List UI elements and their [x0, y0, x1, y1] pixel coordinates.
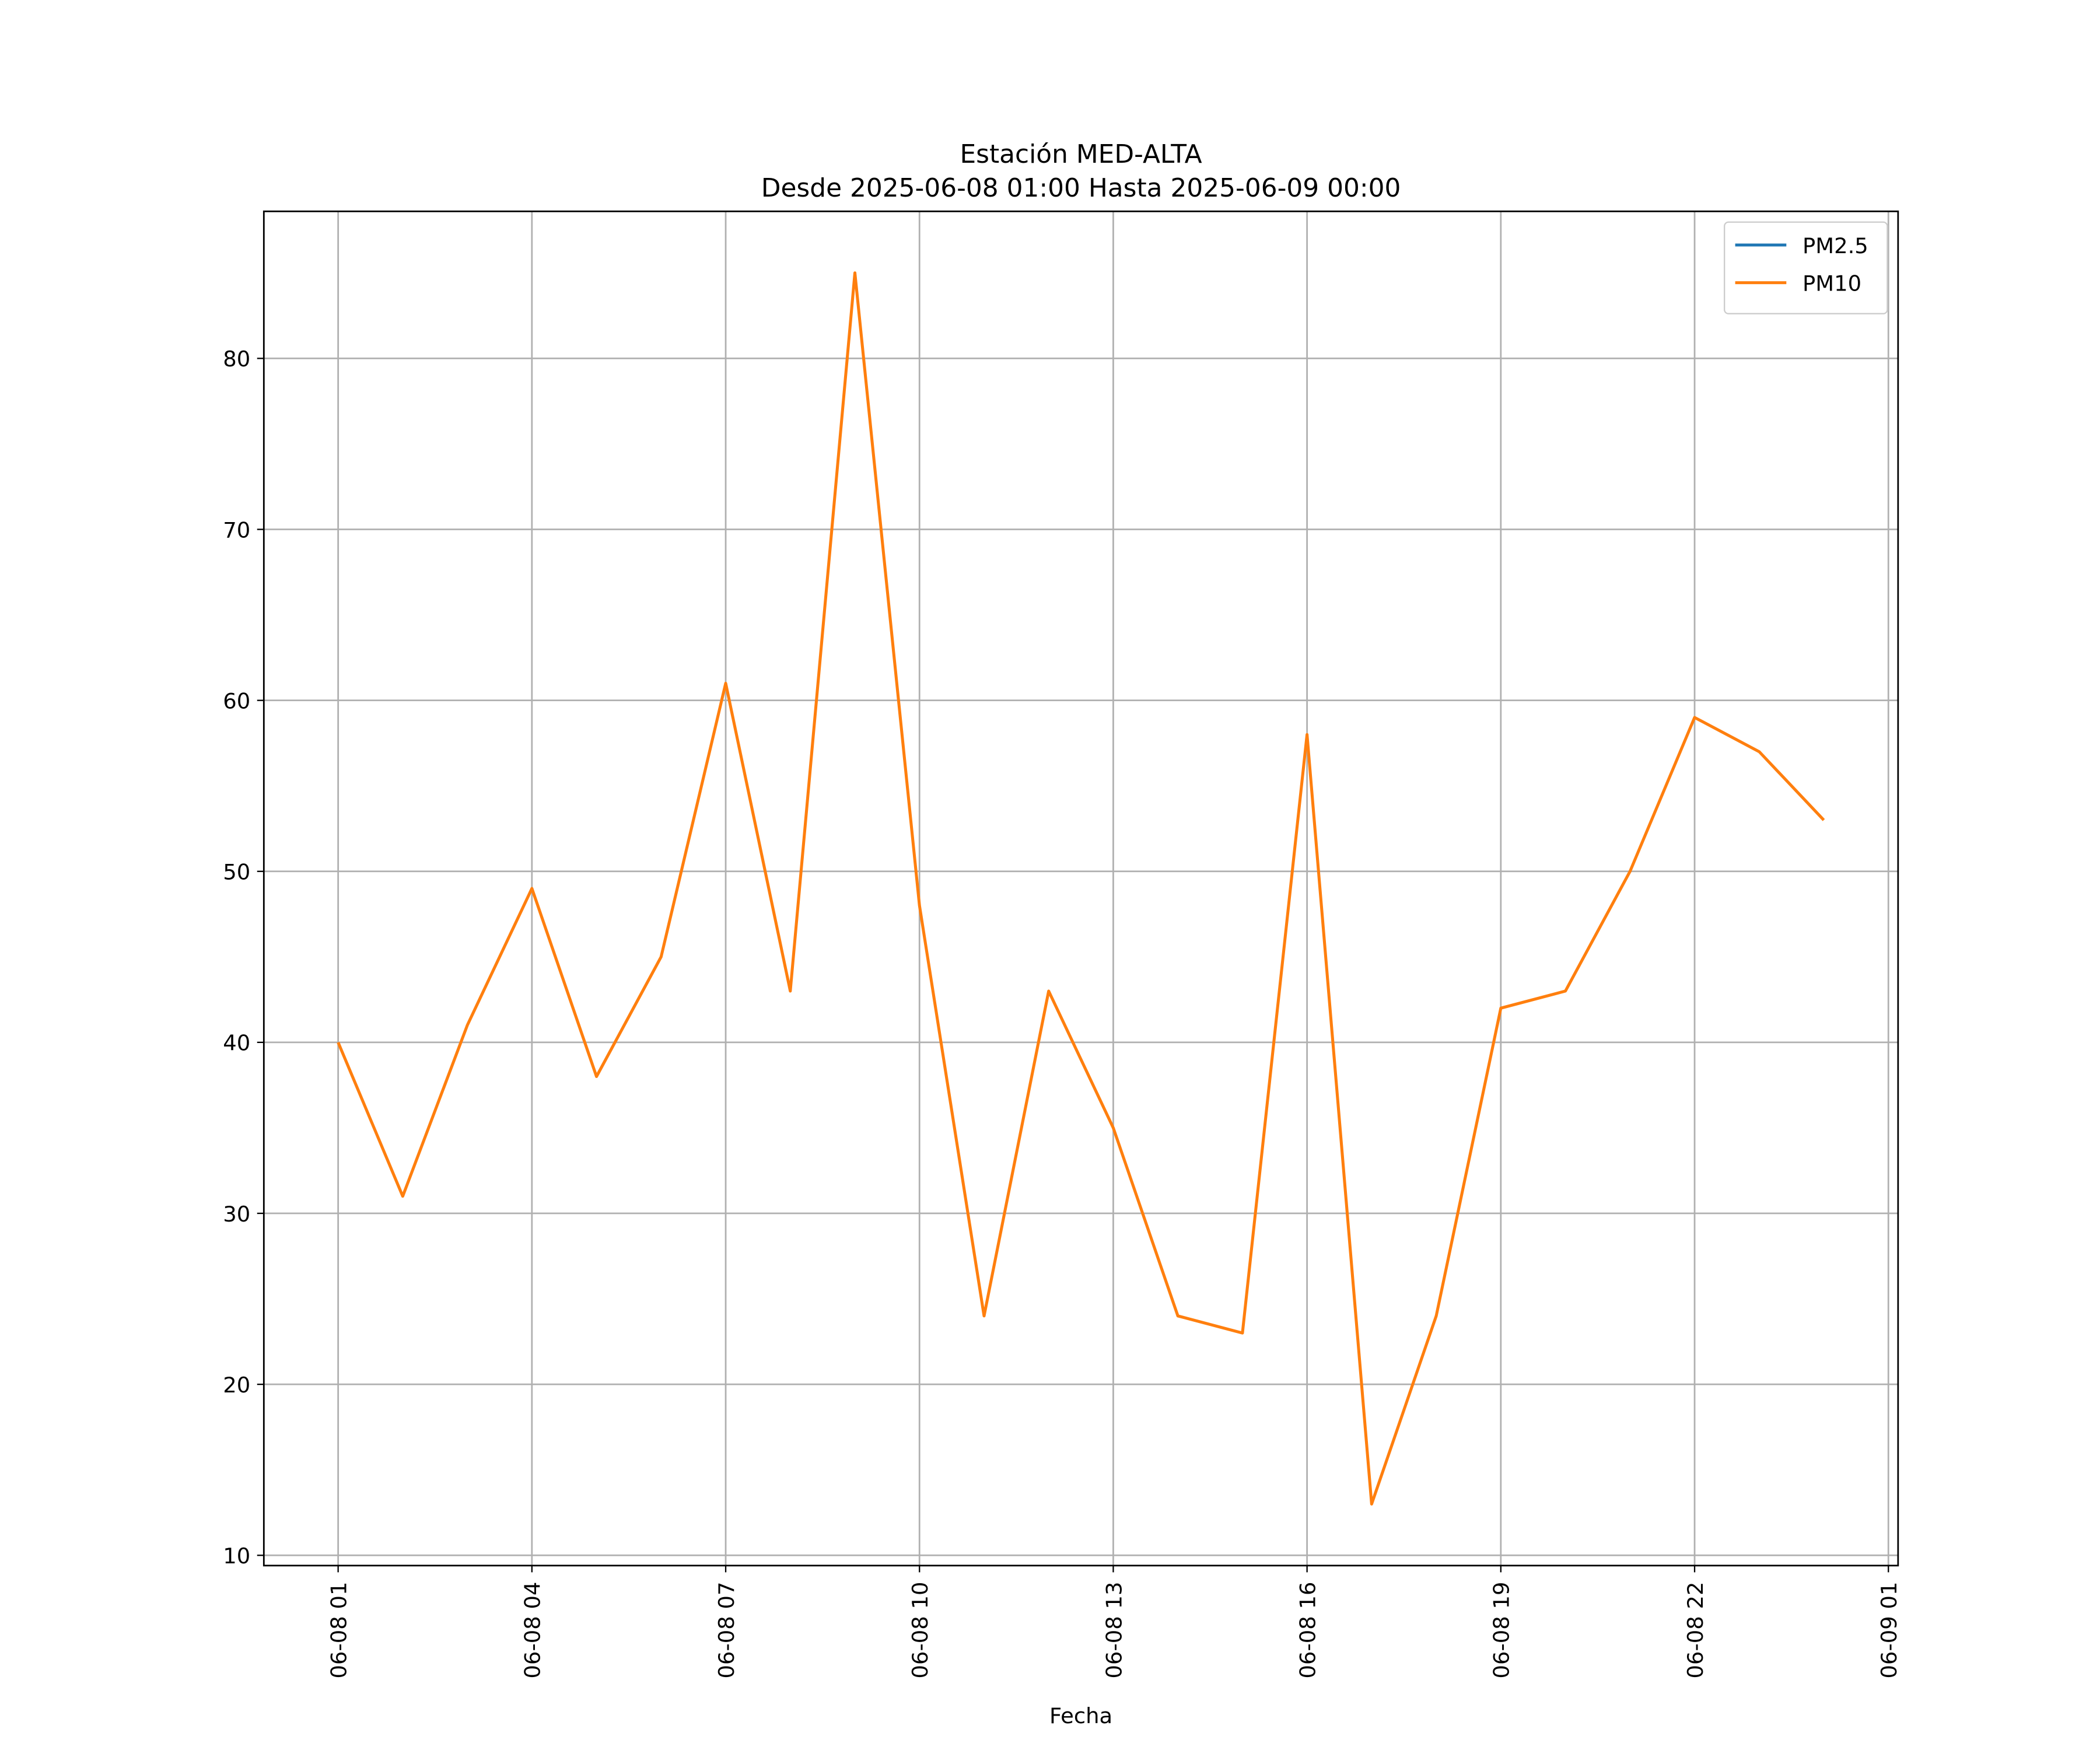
- y-tick-label: 40: [223, 1031, 250, 1056]
- x-tick-label: 06-08 19: [1489, 1582, 1514, 1679]
- chart-subtitle: Desde 2025-06-08 01:00 Hasta 2025-06-09 …: [761, 173, 1401, 203]
- plot-frame: [262, 210, 1899, 1567]
- x-tick-label: 06-08 07: [714, 1582, 739, 1679]
- y-tick-label: 60: [223, 688, 250, 713]
- legend-label: PM2.5: [1803, 233, 1868, 258]
- y-tick-label: 50: [223, 860, 250, 885]
- legend: PM2.5 PM10: [1723, 221, 1888, 314]
- y-tick-label: 70: [223, 517, 250, 542]
- x-tick-label: 06-08 01: [326, 1582, 351, 1679]
- y-tick-label: 80: [223, 346, 250, 372]
- y-tick-label: 20: [223, 1373, 250, 1398]
- legend-label: PM10: [1803, 271, 1861, 296]
- y-tick-label: 10: [223, 1544, 250, 1569]
- x-tick-label: 06-08 22: [1683, 1582, 1708, 1679]
- chart-title: Estación MED-ALTA: [960, 139, 1202, 169]
- x-tick-label: 06-08 04: [520, 1582, 545, 1679]
- x-tick-label: 06-08 10: [908, 1582, 933, 1679]
- x-axis-label: Fecha: [1049, 1703, 1112, 1728]
- x-tick-label: 06-09 01: [1877, 1582, 1902, 1679]
- data-line: [337, 271, 1825, 1506]
- x-tick-label: 06-08 13: [1101, 1582, 1126, 1679]
- y-tick-label: 30: [223, 1202, 250, 1227]
- x-tick-label: 06-08 16: [1295, 1582, 1320, 1679]
